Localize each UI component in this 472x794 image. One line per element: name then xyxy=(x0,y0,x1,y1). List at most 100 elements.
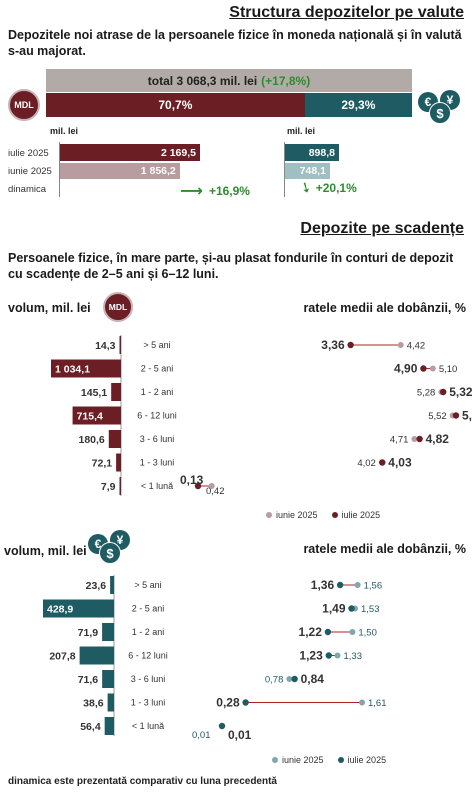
volume-bar-label: 7,9 xyxy=(101,481,116,493)
volume-bar-label: 56,4 xyxy=(80,721,101,733)
rate-prev-label: 1,61 xyxy=(368,698,387,709)
currency-coins-icon: € ¥ $ xyxy=(418,90,466,124)
rate-point-prev xyxy=(354,582,361,588)
bar-fx-jun: 748,1 xyxy=(285,163,330,179)
legend-prev-label: iunie 2025 xyxy=(276,510,318,520)
maturity-category-label: < 1 lună xyxy=(132,721,164,731)
maturity-category-label: 6 - 12 luni xyxy=(128,651,168,661)
rate-prev-label: 1,33 xyxy=(344,651,363,662)
rate-prev-label: 0,42 xyxy=(206,486,225,497)
volume-bar xyxy=(51,359,121,378)
volume-bar xyxy=(43,599,114,618)
bar-mdl-jul: 2 169,5 xyxy=(60,144,200,161)
mdl-badge-label: MDL xyxy=(14,100,34,110)
total-label: total 3 068,3 mil. lei xyxy=(147,73,258,88)
rate-cur-label: 0,13 xyxy=(180,473,204,487)
rate-prev-label: 4,02 xyxy=(357,458,376,469)
volume-bar xyxy=(108,430,121,448)
maturity-category-label: 3 - 6 luni xyxy=(131,674,166,684)
rate-point-cur xyxy=(420,365,427,372)
section1-subtitle: Depozitele noi atrase de la persoanele f… xyxy=(8,28,462,58)
rate-point-prev xyxy=(397,342,404,348)
legend-dot-prev xyxy=(272,757,278,763)
volume-bar xyxy=(102,623,114,641)
fx-volume-title: volum, mil. lei xyxy=(4,544,87,558)
rate-cur-label: 1,49 xyxy=(322,602,346,616)
axis-left xyxy=(59,142,60,197)
rate-point-cur xyxy=(336,581,344,589)
mdl-volume-title: volum, mil. lei xyxy=(8,301,91,315)
currency-coins-icon: € ¥ $ xyxy=(88,530,136,564)
unit-left: mil. lei xyxy=(50,126,79,136)
rate-prev-label: 1,53 xyxy=(361,604,380,615)
legend-dot-cur xyxy=(331,512,338,518)
mdl-badge: MDL xyxy=(8,89,40,121)
fx-legend: iunie 2025 iulie 2025 xyxy=(272,755,386,765)
share-mdl-label: 70,7% xyxy=(158,98,193,112)
rate-point-cur xyxy=(379,459,386,466)
rate-cur-label: 3,36 xyxy=(321,338,345,352)
volume-bar-label: 71,6 xyxy=(78,674,99,686)
rate-prev-label: 4,71 xyxy=(390,435,409,446)
total-change: (+17,8%) xyxy=(261,73,311,88)
volume-bar-label: 23,6 xyxy=(86,580,107,592)
fx-dynamics-value: +20,1% xyxy=(315,180,357,195)
rate-point-cur xyxy=(324,628,332,636)
axis-right xyxy=(284,142,285,197)
rate-point-cur xyxy=(440,388,447,396)
volume-bar xyxy=(119,477,121,495)
section2-subtitle: Persoanele fizice, în mare parte, și-au … xyxy=(8,251,454,281)
rate-prev-label: 5,10 xyxy=(439,364,458,375)
maturity-category-label: 2 - 5 ani xyxy=(141,364,174,374)
unit-right: mil. lei xyxy=(287,126,316,136)
legend-cur-label: iulie 2025 xyxy=(341,510,381,520)
legend-cur-label: iulie 2025 xyxy=(347,755,387,765)
maturity-category-label: < 1 lună xyxy=(141,481,173,491)
volume-bar-label: 14,3 xyxy=(95,340,116,352)
up-arrow-icon: ⟶ xyxy=(180,183,203,200)
rate-point-cur xyxy=(347,341,354,349)
rate-cur-label: 0,84 xyxy=(301,672,325,686)
volume-bar xyxy=(79,646,114,665)
rate-cur-label: 1,23 xyxy=(299,649,323,663)
maturity-category-label: 1 - 2 ani xyxy=(141,387,174,397)
rate-prev-label: 1,56 xyxy=(364,581,383,592)
legend-dot-cur xyxy=(337,757,344,763)
fx-dynamics: ➘ +20,1% xyxy=(297,177,357,197)
rate-cur-label: 0,01 xyxy=(228,728,252,742)
rate-point-cur xyxy=(291,675,298,683)
rate-point-prev xyxy=(208,483,215,489)
legend-dot-prev xyxy=(266,512,272,518)
rate-point-prev xyxy=(334,652,341,659)
rate-point-cur xyxy=(194,482,202,490)
volume-bar xyxy=(72,406,121,425)
rate-prev-label: 0,78 xyxy=(265,675,284,686)
maturity-category-label: 1 - 3 luni xyxy=(131,698,166,708)
volume-bar xyxy=(116,453,121,472)
rate-point-cur xyxy=(325,652,332,659)
share-mdl-segment: 70,7% xyxy=(46,93,305,117)
volume-bar xyxy=(107,693,114,712)
mdl-badge-label: MDL xyxy=(108,302,128,312)
row-label-jun: iunie 2025 xyxy=(8,166,52,177)
rate-cur-label: 5,32 xyxy=(449,385,472,399)
mdl-badge: MDL xyxy=(103,292,133,322)
rate-cur-label: 4,03 xyxy=(388,456,412,470)
bar-fx-jun-label: 748,1 xyxy=(299,165,326,177)
volume-bar xyxy=(102,670,114,688)
maturity-category-label: > 5 ani xyxy=(143,340,170,350)
bar-fx-jul: 898,8 xyxy=(285,144,339,161)
maturity-category-label: 6 - 12 luni xyxy=(137,411,177,421)
rate-cur-label: 5,59 xyxy=(462,409,472,423)
rate-prev-label: 1,50 xyxy=(358,628,377,639)
rate-cur-label: 4,90 xyxy=(394,362,418,376)
bar-mdl-jun: 1 856,2 xyxy=(60,163,180,179)
rate-prev-label: 5,28 xyxy=(417,388,436,399)
volume-bar-label: 145,1 xyxy=(81,387,107,399)
mdl-dynamics-value: +16,9% xyxy=(208,184,250,198)
volume-bar-label: 715,4 xyxy=(77,411,103,423)
volume-bar-label: 72,1 xyxy=(92,458,113,470)
section2-title: Depozite pe scadențe xyxy=(300,220,464,237)
bar-fx-jul-label: 898,8 xyxy=(308,146,335,159)
row-label-jul: iulie 2025 xyxy=(8,148,49,159)
